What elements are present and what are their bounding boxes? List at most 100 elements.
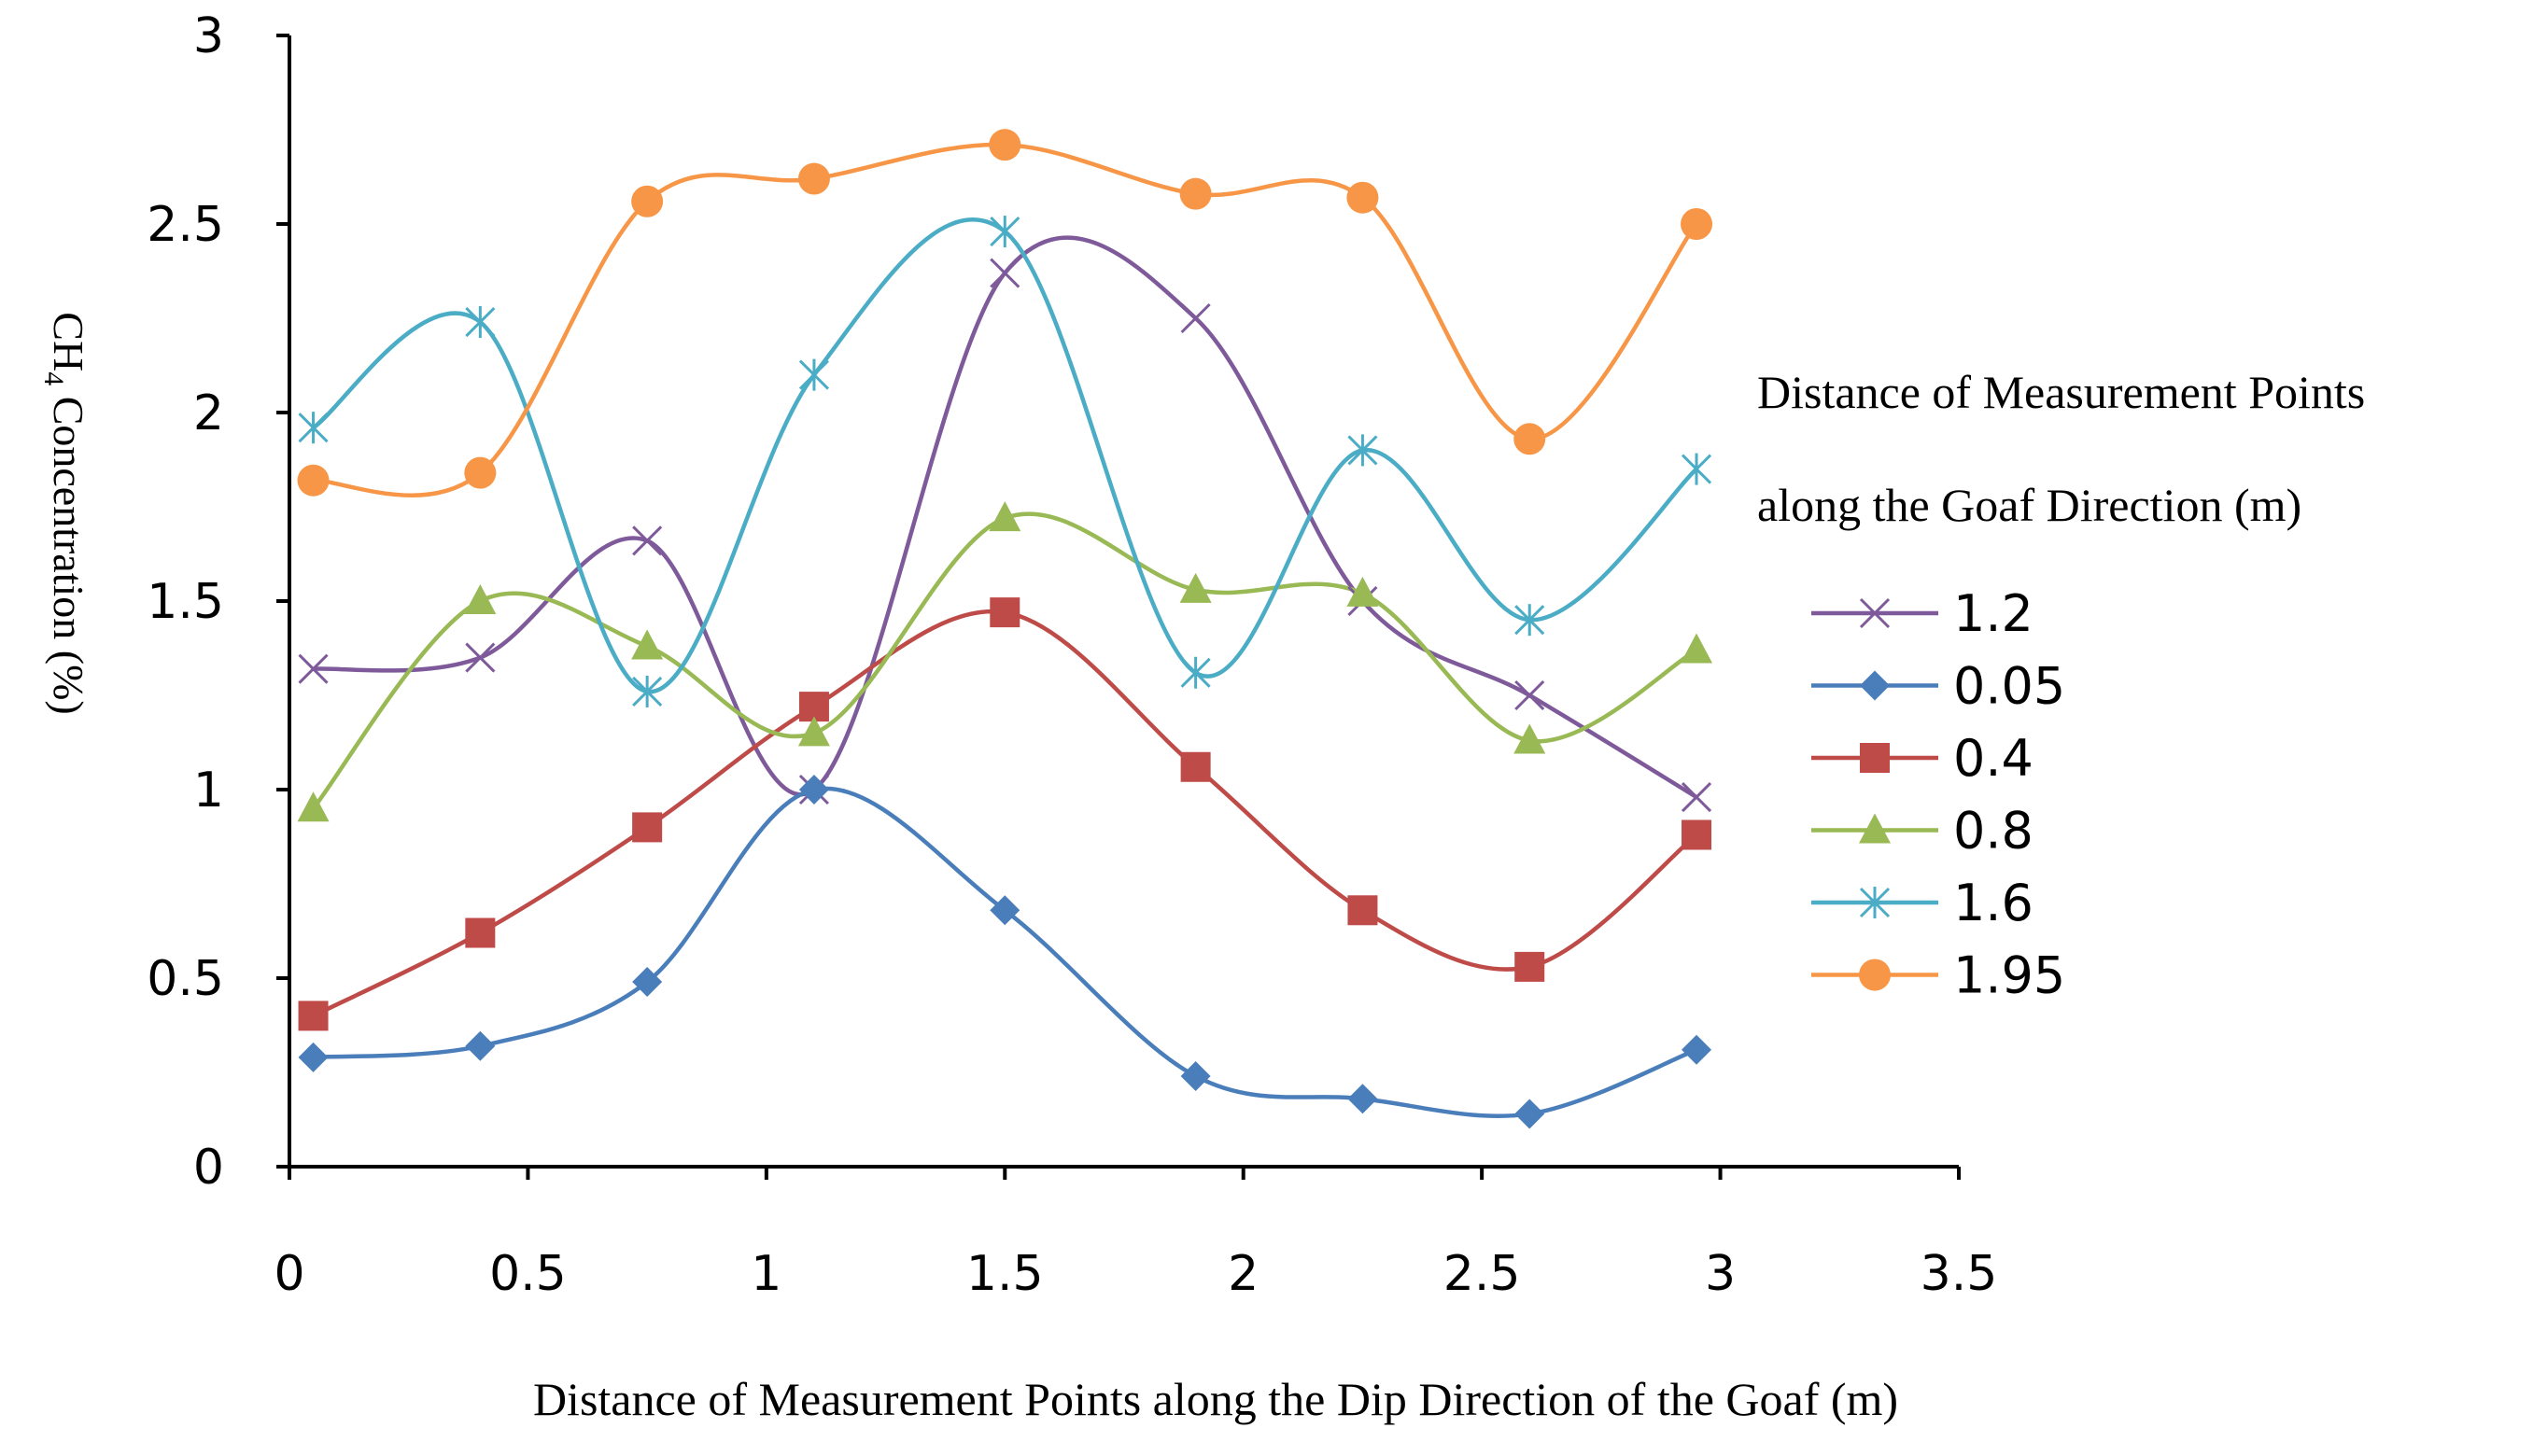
legend-swatch-marker [1860,670,1890,701]
data-point-0.8 [1681,633,1713,664]
data-point-1.2-stroke [1681,782,1712,813]
x-tick-label: 1 [751,1246,781,1302]
y-tick-label: 0.5 [147,951,224,1007]
series-lines [311,142,1698,1118]
data-point-1.95 [631,185,664,217]
y-tick-label: 2.5 [147,197,224,253]
legend-swatch-marker [1860,743,1890,773]
data-point-1.2-stroke [465,642,496,673]
legend-item-1.95: 1.95 [1811,946,2065,1005]
data-point-1.2 [1514,679,1545,711]
legend-title-line-1: Distance of Measurement Points [1757,366,2365,418]
chart-axes [288,35,1959,1169]
data-point-0.05 [465,1030,496,1061]
legend-swatch-marker [1859,959,1891,991]
data-point-1.2 [1681,782,1712,813]
legend-swatch-marker [1859,887,1891,918]
data-point-1.2 [465,642,496,673]
data-point-1.95 [797,162,830,195]
data-point-0.8 [1346,576,1379,607]
series-line-1.95 [313,142,1698,497]
data-point-1.95 [989,129,1021,161]
data-point-1.95 [1513,423,1546,455]
data-point-0.4 [465,917,496,948]
data-point-1.95 [297,464,330,497]
data-point-1.6 [465,306,496,339]
data-point-0.4 [1682,819,1712,850]
data-point-0.4 [990,597,1020,628]
data-point-1.95 [1179,177,1212,210]
legend-item-0.05: 0.05 [1811,657,2065,716]
x-tick-label: 0 [274,1246,304,1302]
data-point-0.05 [1682,1034,1712,1065]
data-point-1.2-stroke [1180,302,1211,334]
data-point-0.4 [1347,895,1378,926]
legend-title-line-2: along the Goaf Direction (m) [1757,479,2301,531]
legend-label: 0.8 [1953,802,2033,861]
legend-label: 1.2 [1953,584,2033,643]
data-point-1.2-stroke [632,525,663,556]
data-point-0.4 [1514,951,1545,982]
data-point-1.6 [798,358,830,391]
data-point-0.05 [1514,1099,1545,1129]
y-tick-label: 3 [193,8,224,64]
x-tick-label: 2.5 [1443,1246,1521,1302]
data-point-1.6 [1180,656,1211,689]
data-point-0.05 [298,1042,329,1072]
data-point-1.2-stroke [298,653,329,684]
data-point-1.2-stroke [990,258,1020,288]
y-tick-label: 0 [193,1140,224,1196]
data-point-0.8 [1513,723,1546,754]
data-point-1.6 [298,412,329,444]
data-point-0.8 [989,501,1021,532]
legend: 1.2 0.05 0.4 0.8 1.6 1.95 [1811,584,2065,1005]
x-tick-label: 1.5 [966,1246,1044,1302]
legend-label: 1.6 [1953,874,2033,932]
x-tick-label: 2 [1228,1246,1259,1302]
data-point-0.4 [632,812,663,843]
series-markers [297,129,1713,1129]
series-line-0.4 [312,609,1698,1018]
y-axis-label: CH4 Concentration (%) [38,312,92,714]
data-point-0.8 [464,584,497,614]
data-point-0.05 [798,775,829,805]
data-point-1.6 [632,675,663,707]
y-ticks: 0 0.5 1 1.5 2 2.5 3 [147,8,289,1196]
legend-label: 1.95 [1953,946,2065,1005]
x-tick-label: 3.5 [1921,1246,1998,1302]
data-point-0.05 [990,895,1020,926]
data-point-0.8 [1179,572,1212,603]
data-point-1.95 [1681,208,1713,240]
data-point-1.6 [1514,604,1545,637]
series-line-0.8 [311,511,1698,810]
legend-label: 0.05 [1953,657,2065,716]
legend-label: 0.4 [1953,729,2033,788]
legend-swatch-marker-stroke [1859,597,1891,629]
data-point-0.05 [1180,1061,1211,1092]
legend-item-0.8: 0.8 [1811,802,2033,861]
data-point-1.6 [990,216,1020,248]
data-point-0.05 [1347,1084,1378,1114]
data-point-0.05 [632,967,663,998]
data-point-1.95 [464,456,497,489]
legend-swatch-marker [1859,813,1891,844]
data-point-0.8 [797,716,830,747]
data-point-0.8 [297,791,330,822]
data-point-1.2 [632,525,663,556]
data-point-1.2 [298,653,329,684]
legend-item-1.6: 1.6 [1811,874,2033,932]
data-point-0.4 [298,1001,329,1031]
data-point-1.6 [1681,453,1712,485]
data-point-1.2-stroke [1514,679,1545,711]
data-point-0.8 [631,629,664,660]
x-axis-label: Distance of Measurement Points along the… [533,1373,1898,1425]
y-tick-label: 1.5 [147,574,224,630]
y-tick-label: 2 [193,385,224,441]
legend-swatch-marker [1859,597,1891,629]
legend-item-1.2: 1.2 [1811,584,2033,643]
data-point-0.4 [1180,751,1211,782]
x-tick-label: 3 [1705,1246,1736,1302]
legend-item-0.4: 0.4 [1811,729,2033,788]
data-point-1.2 [990,258,1020,288]
